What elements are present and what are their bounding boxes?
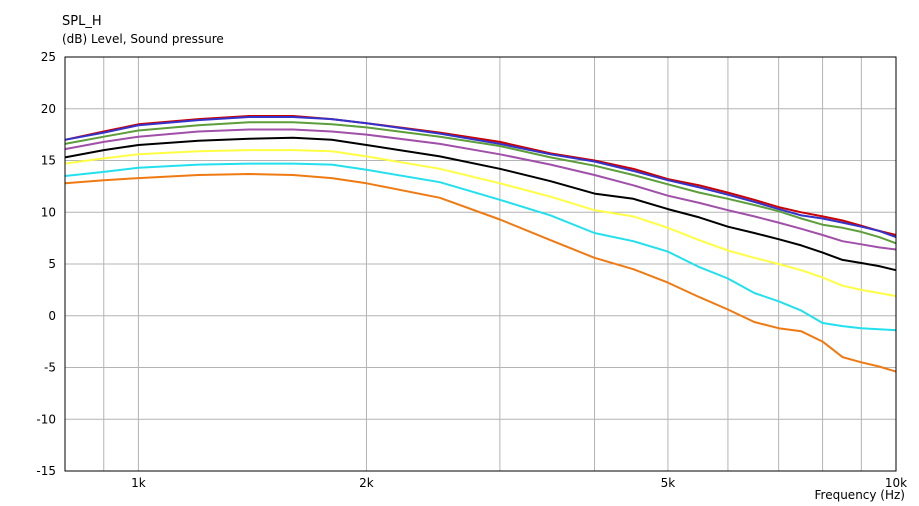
series-line-4 — [64, 128, 897, 251]
y-axis-label: (dB) Level, Sound pressure — [62, 32, 224, 46]
y-tick-labels: 25 20 15 10 5 0 -5 -10 -15 — [36, 50, 56, 478]
plot-frame — [64, 56, 897, 472]
x-tick-label: 1k — [131, 476, 146, 490]
series-line-6 — [64, 149, 897, 298]
y-tick-label: -15 — [36, 464, 56, 478]
x-tick-label: 5k — [661, 476, 676, 490]
y-tick-label: 0 — [48, 309, 56, 323]
y-tick-label: -5 — [44, 361, 56, 375]
y-tick-label: 10 — [41, 205, 56, 219]
x-tick-label: 10k — [885, 476, 907, 490]
chart-title: SPL_H — [62, 14, 102, 29]
series-line-5 — [64, 136, 897, 272]
series-lines — [64, 115, 897, 373]
series-line-8 — [64, 173, 897, 373]
y-tick-label: 20 — [41, 102, 56, 116]
y-tick-label: -10 — [36, 412, 56, 426]
x-tick-labels: 1k 2k 5k 10k — [131, 476, 907, 490]
series-line-3 — [64, 121, 897, 245]
y-tick-label: 25 — [41, 50, 56, 64]
x-axis-label: Frequency (Hz) — [814, 488, 906, 502]
series-line-2 — [64, 116, 897, 239]
x-tick-label: 2k — [359, 476, 374, 490]
y-tick-label: 15 — [41, 154, 56, 168]
series-line-7 — [64, 162, 897, 332]
y-tick-label: 5 — [48, 257, 56, 271]
